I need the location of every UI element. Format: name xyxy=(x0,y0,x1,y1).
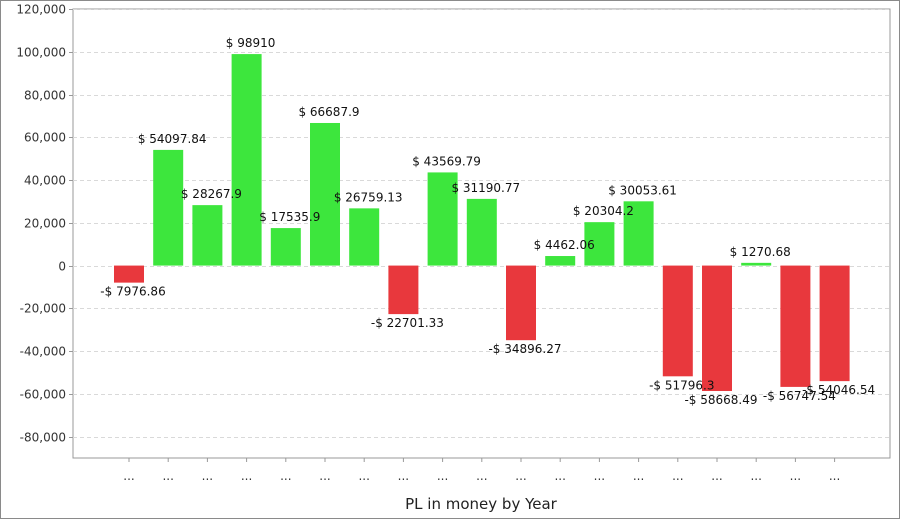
bar xyxy=(388,265,419,315)
y-tick-label: 40,000 xyxy=(24,174,66,188)
data-labels: -$ 7976.86 $ 54097.84 $ 28267.9 $ 98910 $ 17… xyxy=(100,36,875,407)
x-tick-label: ... xyxy=(594,469,605,483)
x-tick-label: ... xyxy=(476,469,487,483)
x-tick-label: ... xyxy=(319,469,330,483)
bar xyxy=(780,265,811,387)
bars xyxy=(114,54,850,392)
y-tick-label: -80,000 xyxy=(20,431,66,445)
bar xyxy=(545,256,576,266)
y-tick-label: 60,000 xyxy=(24,131,66,145)
bar xyxy=(310,122,340,266)
data-label: $ 31190.77 xyxy=(451,181,520,195)
x-tick-label: ... xyxy=(398,469,409,483)
y-tick-label: 20,000 xyxy=(24,217,66,231)
data-label: $ 20304.2 xyxy=(573,204,634,218)
data-label: $ 17535.9 xyxy=(259,210,320,224)
bar xyxy=(819,265,850,382)
bar xyxy=(231,54,262,266)
x-tick-label: ... xyxy=(672,469,683,483)
x-tick-label: ... xyxy=(202,469,213,483)
y-tick-label: 80,000 xyxy=(24,89,66,103)
data-label: $ 26759.13 xyxy=(334,190,403,204)
x-tick-label: ... xyxy=(554,469,565,483)
y-axis: 120,000 100,000 80,000 60,000 40,000 20,000 0 -… xyxy=(16,3,73,445)
data-label: $ 98910 xyxy=(226,36,276,50)
y-tick-label: -40,000 xyxy=(20,345,66,359)
bar xyxy=(741,262,772,266)
x-tick-label: ... xyxy=(437,469,448,483)
bar xyxy=(270,228,301,266)
data-label: -$ 58668.49 xyxy=(684,393,757,407)
x-tick-label: ... xyxy=(162,469,173,483)
bar xyxy=(623,201,654,266)
x-axis-title: PL in money by Year xyxy=(405,495,558,513)
y-tick-label: -20,000 xyxy=(20,302,66,316)
bar xyxy=(662,265,693,377)
data-label: -$ 54046.54 xyxy=(802,383,875,397)
bar xyxy=(584,222,615,266)
data-label: $ 1270.68 xyxy=(730,245,791,259)
data-label: -$ 22701.33 xyxy=(371,316,444,330)
x-axis: ........................................… xyxy=(123,458,840,483)
y-tick-label: -60,000 xyxy=(20,388,66,402)
data-label: -$ 34896.27 xyxy=(488,342,561,356)
data-label: $ 30053.61 xyxy=(608,183,677,197)
data-label: -$ 51796.3 xyxy=(649,378,714,392)
bar xyxy=(114,265,144,283)
bar xyxy=(192,205,223,266)
y-tick-label: 120,000 xyxy=(16,3,66,17)
x-tick-label: ... xyxy=(241,469,252,483)
x-tick-label: ... xyxy=(711,469,722,483)
bar xyxy=(506,265,536,341)
x-tick-label: ... xyxy=(829,469,840,483)
data-label: $ 66687.9 xyxy=(298,105,359,119)
data-label: $ 54097.84 xyxy=(138,132,207,146)
bar xyxy=(427,172,458,266)
data-label: $ 43569.79 xyxy=(412,154,481,168)
x-tick-label: ... xyxy=(280,469,291,483)
data-label: $ 28267.9 xyxy=(181,187,242,201)
x-tick-label: ... xyxy=(358,469,369,483)
x-tick-label: ... xyxy=(790,469,801,483)
x-tick-label: ... xyxy=(633,469,644,483)
bar xyxy=(349,208,380,266)
x-tick-label: ... xyxy=(123,469,134,483)
data-label: $ 4462.06 xyxy=(534,238,595,252)
bar xyxy=(702,265,732,392)
bar xyxy=(153,149,184,266)
y-tick-label: 100,000 xyxy=(16,46,66,60)
y-tick-label: 0 xyxy=(58,260,66,274)
x-tick-label: ... xyxy=(750,469,761,483)
data-label: -$ 7976.86 xyxy=(100,285,165,299)
bar xyxy=(466,198,497,266)
data-label: -$ 56747.54 xyxy=(763,389,836,403)
x-tick-label: ... xyxy=(515,469,526,483)
